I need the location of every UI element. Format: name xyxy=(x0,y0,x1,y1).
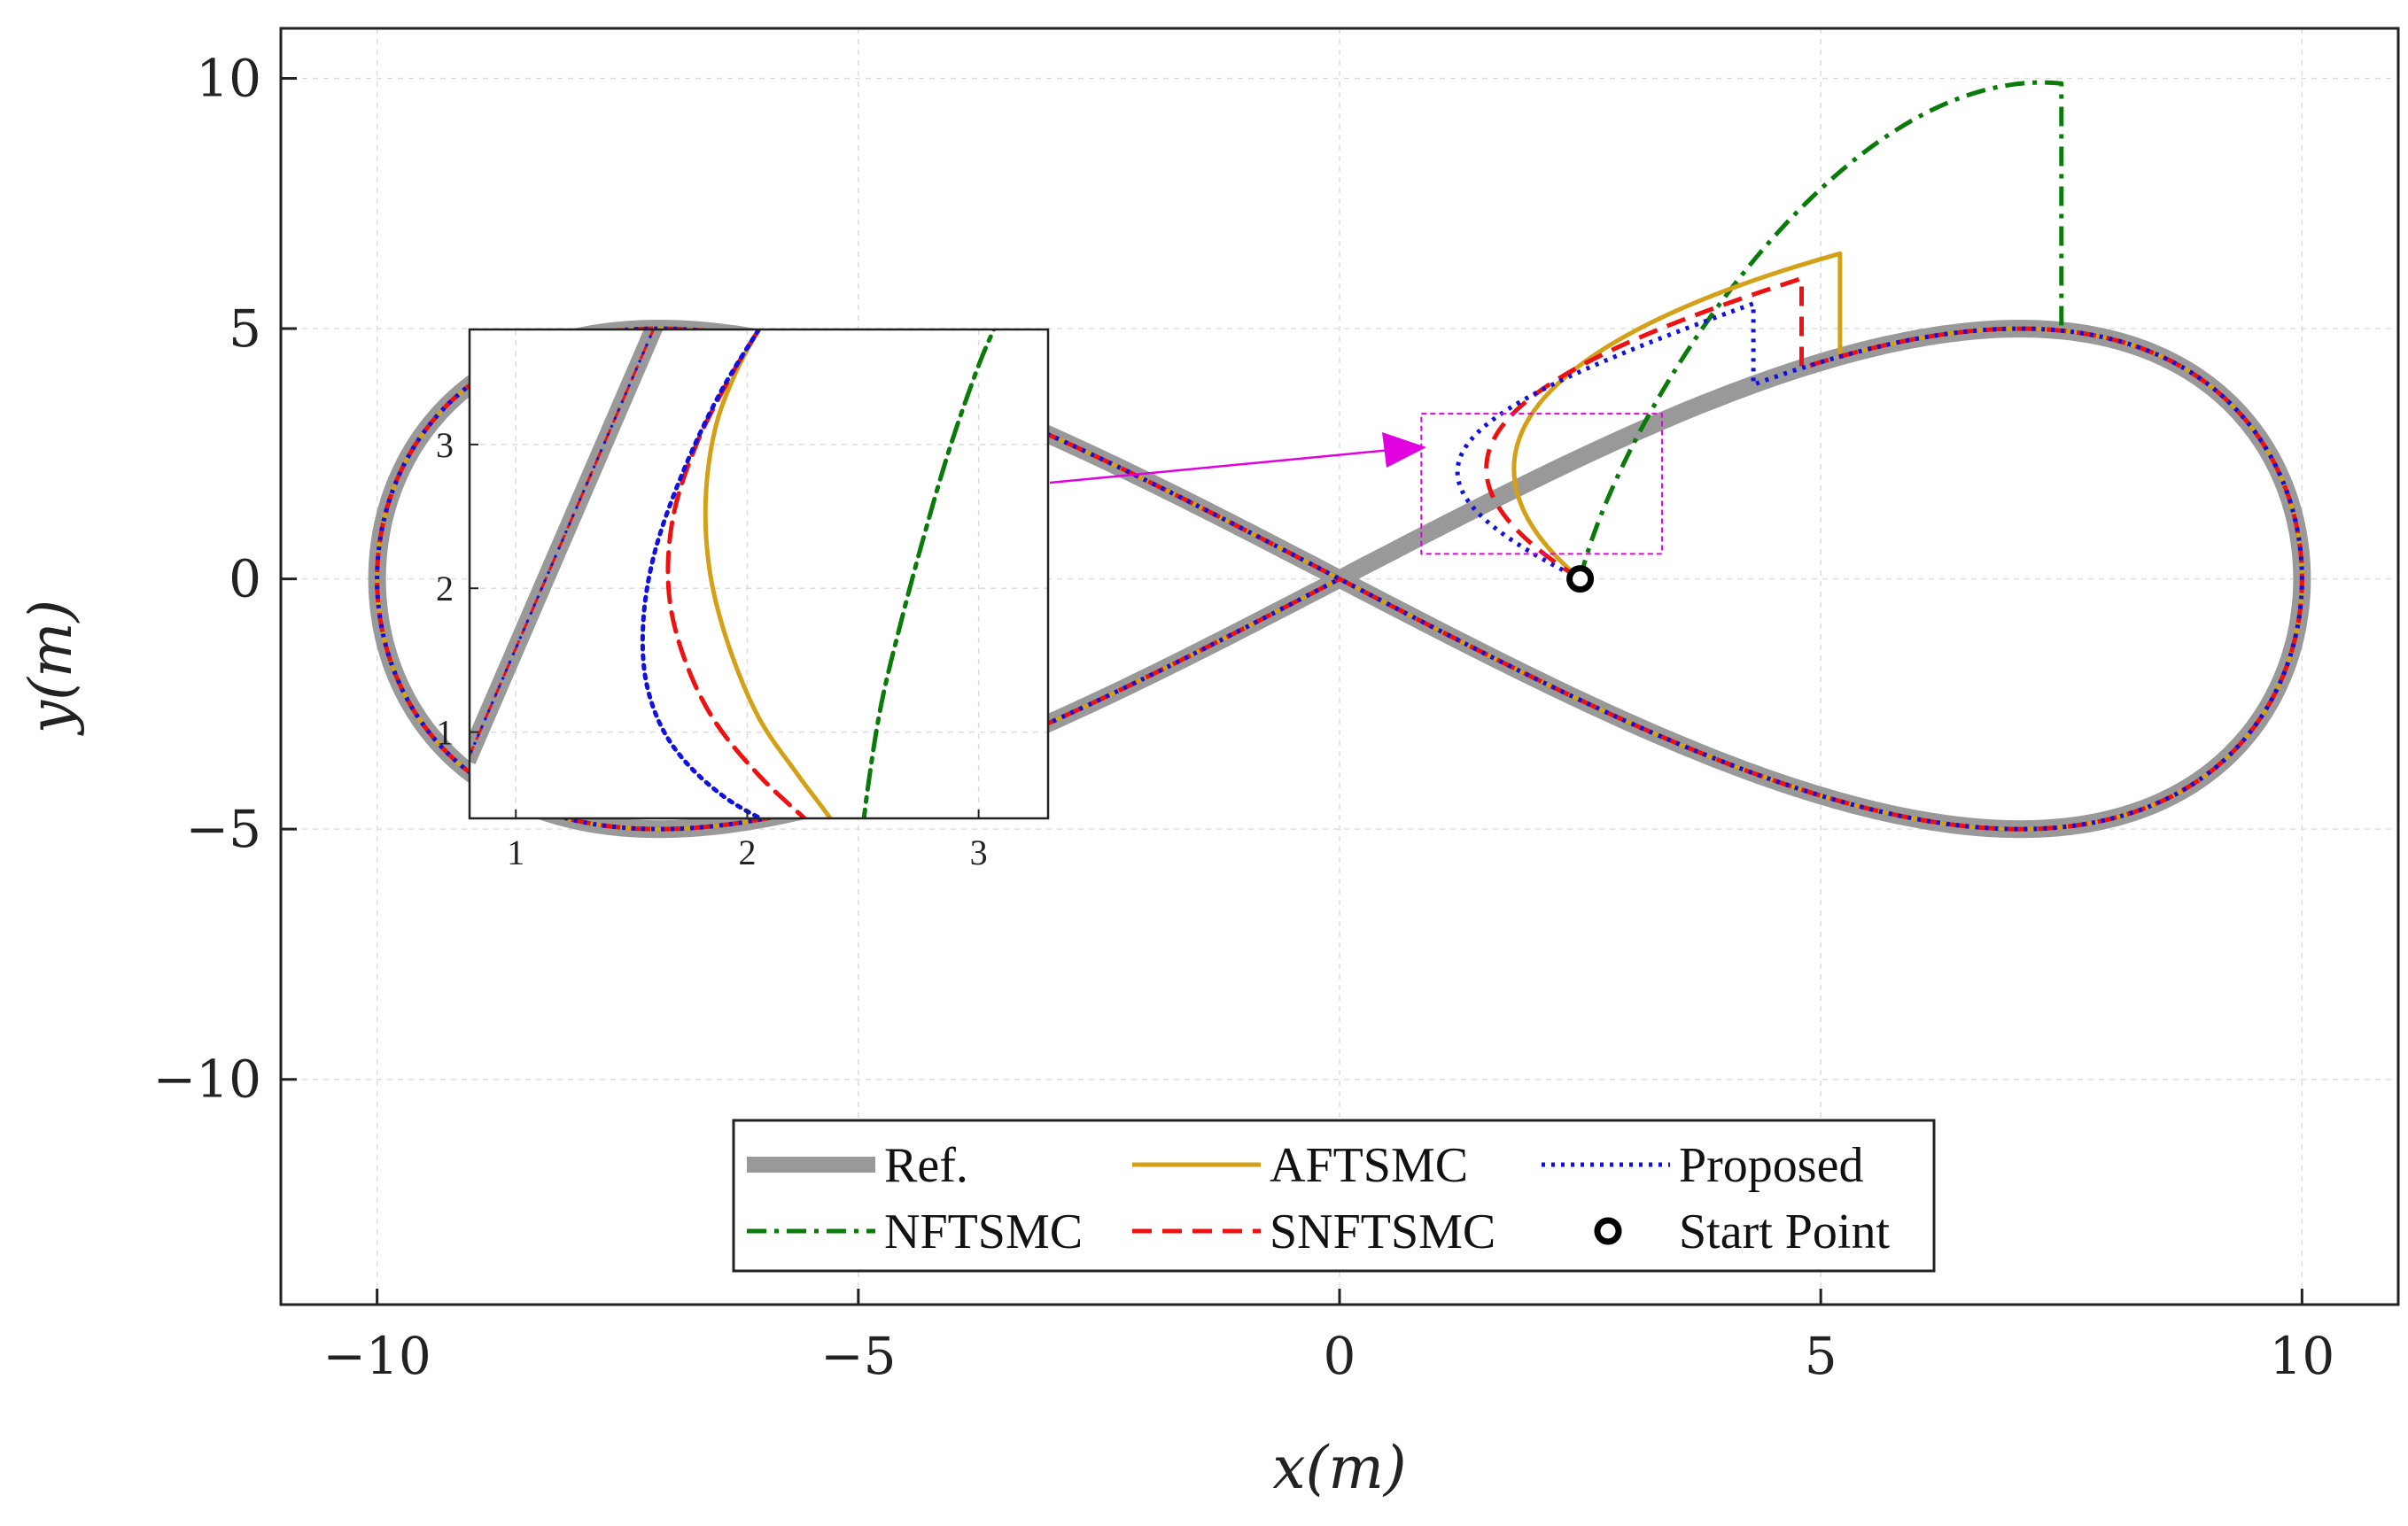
x-tick-label: −5 xyxy=(820,1326,897,1386)
y-tick-label: 10 xyxy=(196,49,261,109)
legend-ref-label: Ref. xyxy=(884,1138,968,1193)
x-tick-label: −10 xyxy=(322,1326,431,1386)
x-tick-label: 10 xyxy=(2269,1326,2334,1386)
legend-box xyxy=(732,1119,1936,1273)
main-ticks: −10 −5 0 5 10 −10 −5 0 5 10 xyxy=(153,49,2335,1386)
y-tick-label: 5 xyxy=(229,298,261,359)
legend-snftsmc-label: SNFTSMC xyxy=(1270,1205,1495,1259)
zoom-box xyxy=(1420,413,1663,555)
inset-ref-red-overlay xyxy=(470,329,656,759)
inset-nftsmc-curve xyxy=(861,329,997,818)
x-axis-label: x(m) xyxy=(1272,1434,1406,1502)
x-tick-label: 0 xyxy=(1324,1326,1356,1386)
y-tick-label: −5 xyxy=(186,799,262,859)
y-axis-label: y(m) xyxy=(17,600,85,736)
inset-aftsmc-curve xyxy=(703,329,834,818)
legend-start-point-label: Start Point xyxy=(1679,1205,1890,1259)
inset-y-tick-label: 2 xyxy=(436,569,454,608)
zoom-arrow-line xyxy=(1049,448,1392,484)
inset-plot-area xyxy=(470,329,1048,818)
inset-y-tick-label: 1 xyxy=(436,713,454,753)
inset-x-tick-label: 2 xyxy=(738,833,756,872)
start-point-marker xyxy=(1566,565,1595,593)
inset-x-tick-label: 1 xyxy=(507,833,524,872)
legend-nftsmc-label: NFTSMC xyxy=(884,1205,1083,1259)
inset-x-tick-label: 3 xyxy=(970,833,988,872)
inset-y-tick-label: 3 xyxy=(436,425,454,465)
x-tick-label: 5 xyxy=(1805,1326,1837,1386)
zoom-arrow-head xyxy=(1382,432,1426,468)
legend-proposed-label: Proposed xyxy=(1679,1138,1863,1193)
y-tick-label: 0 xyxy=(229,549,261,609)
legend: Ref. AFTSMC Proposed NFTSMC SNFTSMC Start Poi… xyxy=(732,1119,1936,1273)
inset-proposed-curve xyxy=(640,329,765,818)
inset-background xyxy=(470,329,1048,818)
inset-axes: 1 2 3 1 2 3 xyxy=(436,328,1050,872)
legend-aftsmc-label: AFTSMC xyxy=(1270,1138,1468,1193)
inset-frame xyxy=(468,328,1050,820)
legend-start-point-marker xyxy=(1594,1217,1622,1245)
y-tick-label: −10 xyxy=(153,1050,261,1110)
zoom-indicator xyxy=(1049,413,1663,555)
